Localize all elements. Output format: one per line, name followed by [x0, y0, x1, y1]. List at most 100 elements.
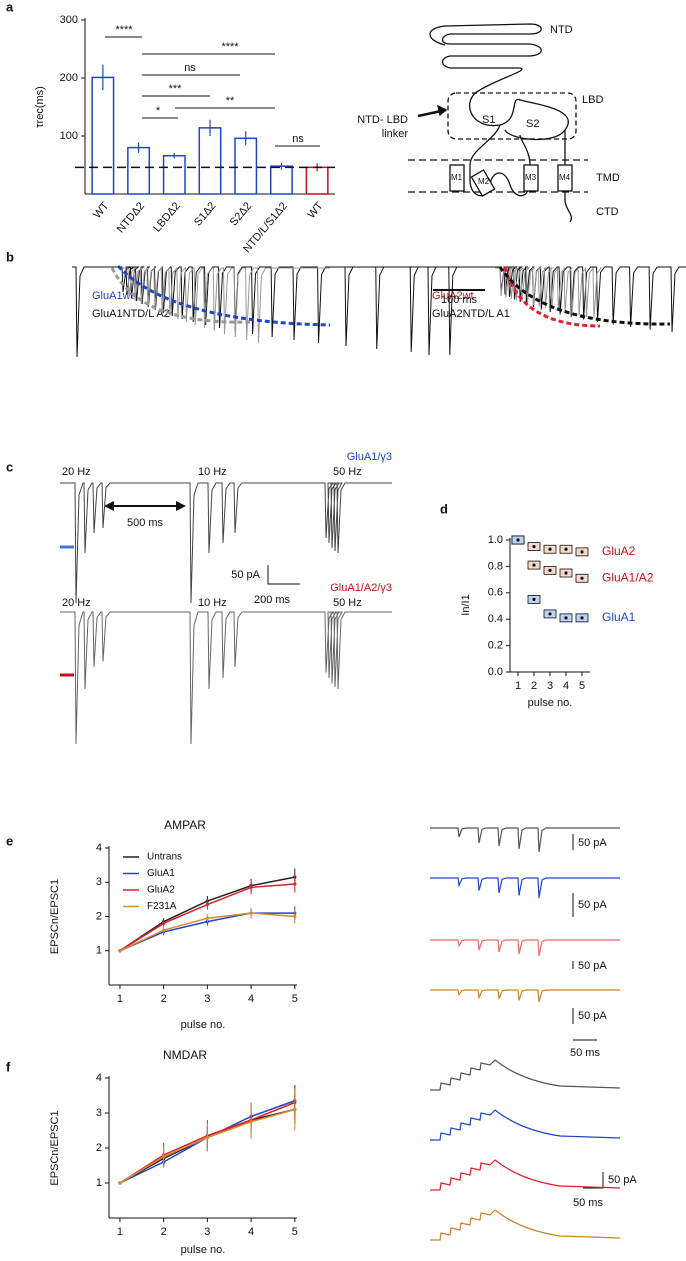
significance-label: ****: [115, 24, 133, 36]
x-tick-label: 3: [204, 993, 210, 1005]
x-tick-label: 5: [292, 993, 298, 1005]
point: [293, 882, 297, 886]
x-tick-label: 2: [531, 680, 537, 692]
diagram-label: LBD: [582, 94, 603, 106]
dot: [580, 616, 584, 620]
point: [205, 1135, 209, 1140]
x-tick-label: 3: [547, 680, 553, 692]
y-tick-label: 4: [96, 1072, 102, 1084]
arrow-head: [104, 501, 186, 511]
ntd-shape: [429, 23, 542, 91]
y-tick-label: 1: [96, 945, 102, 957]
helix: [449, 164, 465, 192]
dot: [548, 612, 552, 616]
x-axis-label: pulse no.: [528, 697, 573, 709]
interval-label: 500 ms: [127, 517, 164, 529]
y-axis-label: EPSCn/EPSC1: [49, 879, 61, 954]
helix: [470, 169, 496, 197]
dot: [548, 568, 552, 572]
y-tick-label: 4: [96, 842, 102, 854]
trace: [422, 266, 686, 356]
diagram-label: linker: [382, 128, 409, 140]
scale-label: 50 pA: [578, 899, 607, 911]
x-axis-label: pulse no.: [181, 1244, 226, 1256]
x-tick-label: 4: [248, 993, 254, 1005]
panel-label: c: [6, 459, 13, 474]
trace-label: GluA1NTD/L A2: [92, 308, 170, 320]
point: [293, 914, 297, 919]
rate-label: 50 Hz: [333, 466, 362, 478]
y-axis-label: τrec(ms): [34, 86, 46, 128]
lbd-box: [447, 92, 577, 140]
rate-label: 50 Hz: [333, 597, 362, 609]
trace: [430, 1109, 621, 1141]
trace: [120, 267, 330, 344]
significance-label: *: [156, 105, 161, 117]
trace: [495, 267, 603, 319]
trace-label: GluA1/γ3: [347, 451, 392, 463]
trace-label: GluA1wt: [92, 290, 134, 302]
x-tick-label: 1: [117, 1226, 123, 1238]
trace: [60, 482, 392, 604]
fit-curve: [116, 264, 331, 327]
x-tick-label: S1Δ2: [192, 200, 218, 228]
bar: [269, 165, 293, 195]
diagram-label: S1: [482, 114, 495, 126]
y-axis-label: EPSCn/EPSC1: [49, 1110, 61, 1185]
legend-label: Untrans: [147, 852, 182, 863]
point: [249, 911, 253, 915]
y-tick-label: 300: [60, 14, 78, 26]
arrow-head: [437, 104, 448, 117]
x-tick-label: 5: [579, 680, 585, 692]
series-label: GluA2: [602, 544, 636, 558]
scale-label: 50 pA: [578, 960, 607, 972]
chart-title: NMDAR: [163, 1048, 207, 1062]
panel-label: f: [6, 1059, 11, 1074]
series-label: GluA1: [602, 610, 636, 624]
trace: [430, 989, 620, 1003]
x-tick-label: LBDΔ2: [151, 200, 183, 234]
dot: [580, 550, 584, 554]
x-tick-label: 4: [248, 1226, 254, 1238]
trace: [430, 1209, 621, 1241]
diagram-label: M4: [559, 173, 571, 182]
legend-label: F231A: [147, 901, 177, 912]
point: [162, 1155, 166, 1159]
significance-label: ***: [169, 83, 183, 95]
x-tick-label: 3: [204, 1226, 210, 1238]
x-tick-label: 1: [515, 680, 521, 692]
y-tick-label: 2: [96, 1142, 102, 1154]
point: [205, 916, 209, 920]
y-tick-label: 0.6: [488, 587, 503, 599]
diagram-label: M2: [478, 177, 490, 186]
fit-curve: [503, 266, 601, 328]
point: [249, 1120, 253, 1124]
trace-label: GluA1/A2/γ3: [330, 582, 392, 594]
rate-label: 10 Hz: [198, 597, 227, 609]
panel-label: d: [440, 501, 448, 516]
x-tick-label: WT: [91, 200, 111, 221]
bar: [91, 76, 115, 195]
scale-label: 50 ms: [570, 1047, 600, 1059]
point: [249, 885, 253, 889]
significance-label: ns: [292, 133, 304, 145]
y-tick-label: 0.4: [488, 613, 503, 625]
fit-curve: [498, 266, 671, 326]
y-tick-label: 3: [96, 1107, 102, 1119]
x-tick-label: 1: [117, 993, 123, 1005]
point: [118, 1181, 122, 1185]
chain: [469, 89, 572, 223]
diagram-label: CTD: [596, 206, 619, 218]
trace: [430, 939, 620, 957]
x-tick-label: WT: [305, 200, 325, 221]
x-tick-label: 2: [161, 993, 167, 1005]
bar: [234, 137, 258, 195]
dot: [548, 547, 552, 551]
point: [162, 928, 166, 932]
trace-label: GluA2NTD/L A1: [432, 308, 510, 320]
scale-label: 50 pA: [578, 1010, 607, 1022]
scale-bar: [267, 565, 300, 585]
diagram-label: NTD: [550, 24, 573, 36]
significance-label: ns: [184, 62, 196, 74]
